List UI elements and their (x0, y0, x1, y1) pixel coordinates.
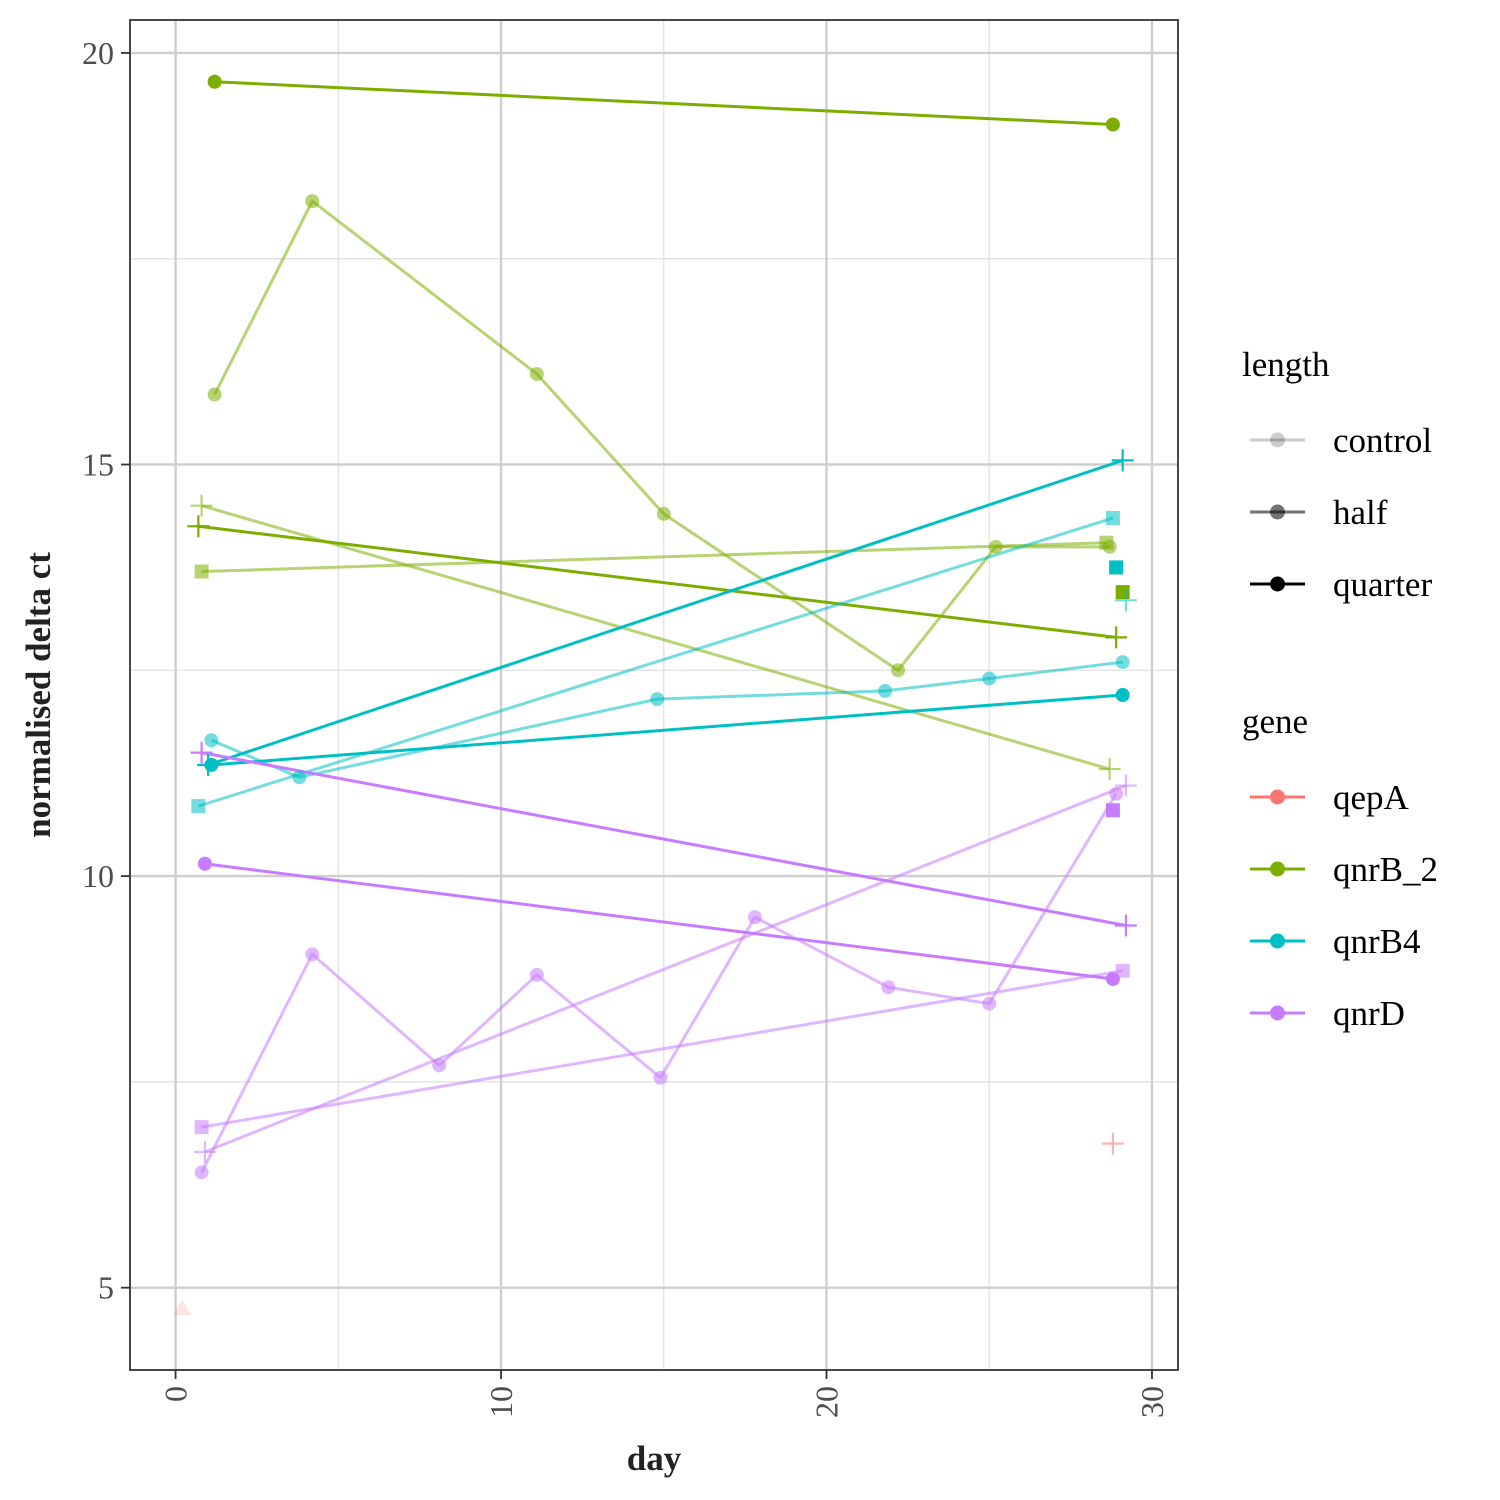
y-tick-label: 15 (82, 447, 114, 483)
qnrb4-quarter-plus-line (207, 458, 1124, 767)
qnrb-2-quarter-circle-point (207, 74, 222, 89)
qnrd-half-circle-point (881, 980, 896, 995)
x-tick-label: 20 (808, 1386, 844, 1418)
legend-label-quarter: quarter (1333, 565, 1432, 604)
qnrd-half-circle-point (432, 1058, 447, 1073)
qnrb-2-half-circle-point (988, 539, 1003, 554)
qnrb-2-half-plus-line (201, 504, 1111, 771)
qnrb4-quarter-circle-point (1115, 688, 1130, 702)
qnrb4-quarter-circle-point (204, 757, 219, 772)
legend-key-dot-qnrb4 (1270, 933, 1285, 949)
qnrd-half-square-point (194, 1120, 209, 1135)
qnrb4-quarter-plus-point (1111, 449, 1134, 472)
qnrb-2-quarter-circle-line (214, 80, 1113, 127)
qnrb4-half-circle-point (1115, 655, 1130, 670)
legend-label-half: half (1333, 493, 1388, 532)
x-tick-label: 10 (483, 1386, 519, 1418)
qnrd-quarter-plus-point (1114, 914, 1137, 937)
qnrd-quarter-circle-point (197, 856, 212, 871)
legend-label-qepa: qepA (1333, 778, 1410, 817)
axis-ticks: 5 10 15 20 0 10 20 30 (82, 35, 1170, 1418)
qepa-half-plus-point (1101, 1132, 1124, 1155)
qnrd-half-circle-point (194, 1165, 209, 1180)
qnrb4-half-plus-point (1114, 589, 1137, 612)
gridlines (130, 20, 1178, 1370)
legend-key-dot-half (1270, 504, 1285, 520)
qnrb-2-half-square-line (201, 541, 1107, 574)
qnrb-2-quarter-square-point (1115, 585, 1130, 600)
qnrd-quarter-plus-line (201, 751, 1127, 927)
qnrd-quarter-circle-line (204, 862, 1114, 981)
qnrb-2-quarter-circle-point (1105, 117, 1120, 132)
legend-key-dot-qnrd (1270, 1005, 1285, 1021)
qnrb-2-half-plus-point (1098, 758, 1121, 781)
panel-border (129, 19, 1179, 1371)
qnrb4-quarter-circle-line (211, 693, 1123, 767)
qnrd-quarter-square-point (1105, 803, 1120, 818)
qnrb-2-half-circle-point (207, 387, 222, 402)
x-tick-label: 30 (1134, 1386, 1170, 1418)
y-tick-label: 10 (82, 858, 114, 894)
legend-key-dot-control (1270, 432, 1285, 448)
qnrd-half-plus-point (1114, 774, 1137, 797)
qnrb-2-quarter-plus-line (198, 524, 1117, 639)
qnrb-2-quarter-plus-point (187, 515, 210, 538)
qnrd-half-square-point (1115, 963, 1130, 978)
qnrb-2-half-plus-point (190, 494, 213, 517)
qnrd-half-circle-point (653, 1070, 668, 1085)
qnrd-half-plus-point (193, 1140, 216, 1163)
qnrd-half-square-line (201, 969, 1123, 1129)
qnrd-half-circle-point (982, 996, 997, 1011)
qnrb4-half-circle-point (878, 683, 893, 698)
qnrb4-half-square-point (1105, 511, 1120, 526)
legend-label-qnrb4: qnrB4 (1333, 922, 1421, 961)
qepa-control-triangle-point (173, 1299, 192, 1316)
qnrb-2-half-square-point (194, 564, 209, 579)
qnrb4-half-square-point (191, 799, 206, 814)
legend-title-gene: gene (1242, 702, 1308, 741)
qnrb-2-half-circle-point (656, 506, 671, 521)
x-axis-title: day (627, 1439, 682, 1478)
qnrd-half-circle-point (1109, 786, 1124, 801)
qnrd-half-circle-point (529, 967, 544, 982)
y-tick-label: 20 (82, 35, 114, 71)
legend-key-dot-qnrb-2 (1270, 861, 1285, 877)
qnrb-2-quarter-plus-point (1105, 626, 1128, 649)
qnrb4-half-circle-point (292, 770, 307, 785)
series-points (173, 74, 1137, 1316)
qnrb4-half-circle-line (210, 660, 1123, 779)
qnrb4-half-square-line (197, 516, 1114, 808)
legend-key-dot-quarter (1270, 576, 1285, 592)
qnrb-2-half-circle-point (305, 194, 320, 209)
qnrb4-quarter-square-point (1109, 560, 1124, 575)
qnrd-quarter-plus-point (190, 741, 213, 764)
qnrb-2-half-square-point (1099, 535, 1114, 550)
qnrb4-half-circle-point (982, 671, 997, 686)
legend-title-length: length (1242, 345, 1330, 384)
qnrb-2-half-circle-point (529, 366, 544, 381)
legend-label-qnrd: qnrD (1333, 994, 1405, 1033)
legend-key-dot-qepa (1270, 789, 1285, 805)
y-tick-label: 5 (98, 1270, 114, 1306)
qnrd-half-plus-line (204, 784, 1127, 1154)
y-axis-title: normalised delta ct (19, 552, 58, 838)
qnrd-half-circle-point (747, 910, 762, 925)
qnrd-half-circle-point (305, 947, 320, 962)
qnrb-2-half-circle-point (891, 663, 906, 678)
legend-label-qnrb-2: qnrB_2 (1333, 850, 1438, 889)
qnrb4-half-circle-point (204, 733, 219, 748)
qnrb4-half-circle-point (650, 692, 665, 707)
legend-label-control: control (1333, 421, 1432, 460)
x-tick-label: 0 (158, 1386, 194, 1402)
